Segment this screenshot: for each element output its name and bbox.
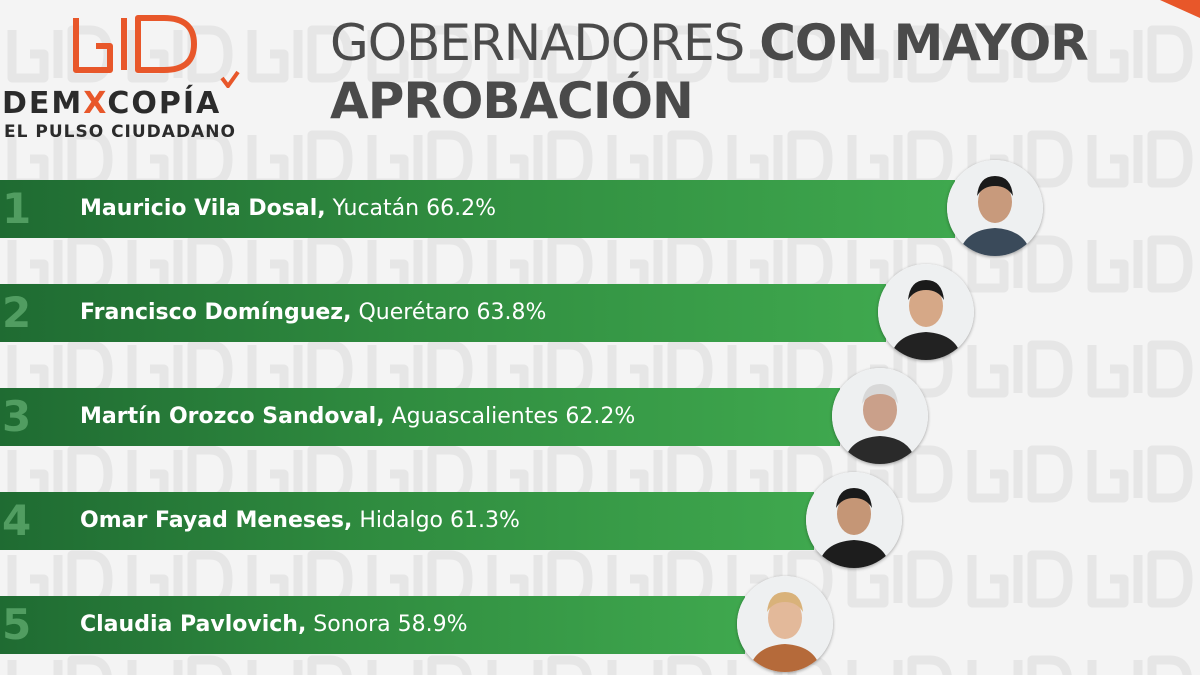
title-bold-line2: APROBACIÓN bbox=[330, 72, 694, 130]
brand-logo: DEMXCOPÍA EL PULSO CIUDADANO bbox=[0, 8, 280, 142]
approval-bar bbox=[0, 284, 886, 342]
governor-name: Francisco Domínguez, bbox=[80, 300, 352, 325]
portrait-photo bbox=[947, 160, 1043, 256]
approval-bar bbox=[0, 596, 745, 654]
approval-bar bbox=[0, 388, 840, 446]
portrait-photo bbox=[806, 472, 902, 568]
governor-label: Francisco Domínguez, Querétaro 63.8% bbox=[80, 284, 546, 342]
approval-value: 61.3% bbox=[449, 508, 520, 533]
governor-state: Querétaro bbox=[351, 300, 477, 325]
rank-number: 5 bbox=[2, 600, 32, 649]
title-bold-line1: CON MAYOR bbox=[759, 14, 1089, 72]
approval-value: 66.2% bbox=[426, 196, 496, 221]
rank-number: 3 bbox=[2, 392, 32, 441]
page-title: GOBERNADORES CON MAYOR APROBACIÓN bbox=[330, 14, 1089, 130]
corner-accent bbox=[1160, 0, 1200, 18]
governor-name: Omar Fayad Meneses, bbox=[80, 508, 353, 533]
governor-name: Martín Orozco Sandoval, bbox=[80, 404, 385, 429]
rank-number: 2 bbox=[2, 288, 32, 337]
approval-bar bbox=[0, 492, 814, 550]
brand-logo-mark bbox=[73, 15, 240, 88]
brand-tagline: EL PULSO CIUDADANO bbox=[4, 122, 236, 142]
portrait-photo bbox=[832, 368, 928, 464]
governor-state: Sonora bbox=[306, 612, 398, 637]
governor-label: Mauricio Vila Dosal, Yucatán 66.2% bbox=[80, 180, 496, 238]
governor-state: Yucatán bbox=[325, 196, 427, 221]
governor-label: Omar Fayad Meneses, Hidalgo 61.3% bbox=[80, 492, 520, 550]
governor-label: Martín Orozco Sandoval, Aguascalientes 6… bbox=[80, 388, 635, 446]
governor-state: Hidalgo bbox=[352, 508, 450, 533]
approval-bar bbox=[0, 180, 955, 238]
approval-value: 58.9% bbox=[397, 612, 468, 637]
governor-state: Aguascalientes bbox=[384, 404, 566, 429]
rank-number: 4 bbox=[2, 496, 32, 545]
brand-name-x: X bbox=[83, 86, 108, 121]
rank-number: 1 bbox=[2, 184, 32, 233]
governor-label: Claudia Pavlovich, Sonora 58.9% bbox=[80, 596, 468, 654]
brand-name-part1: DEM bbox=[2, 86, 84, 121]
portrait-photo bbox=[878, 264, 974, 360]
title-light: GOBERNADORES bbox=[330, 14, 745, 72]
approval-value: 63.8% bbox=[476, 300, 547, 325]
portrait-photo bbox=[737, 576, 833, 672]
approval-value: 62.2% bbox=[565, 404, 636, 429]
governor-name: Claudia Pavlovich, bbox=[80, 612, 307, 637]
brand-name: DEMXCOPÍA bbox=[2, 86, 221, 121]
governor-name: Mauricio Vila Dosal, bbox=[80, 196, 326, 221]
brand-name-part2: COPÍA bbox=[107, 86, 222, 121]
